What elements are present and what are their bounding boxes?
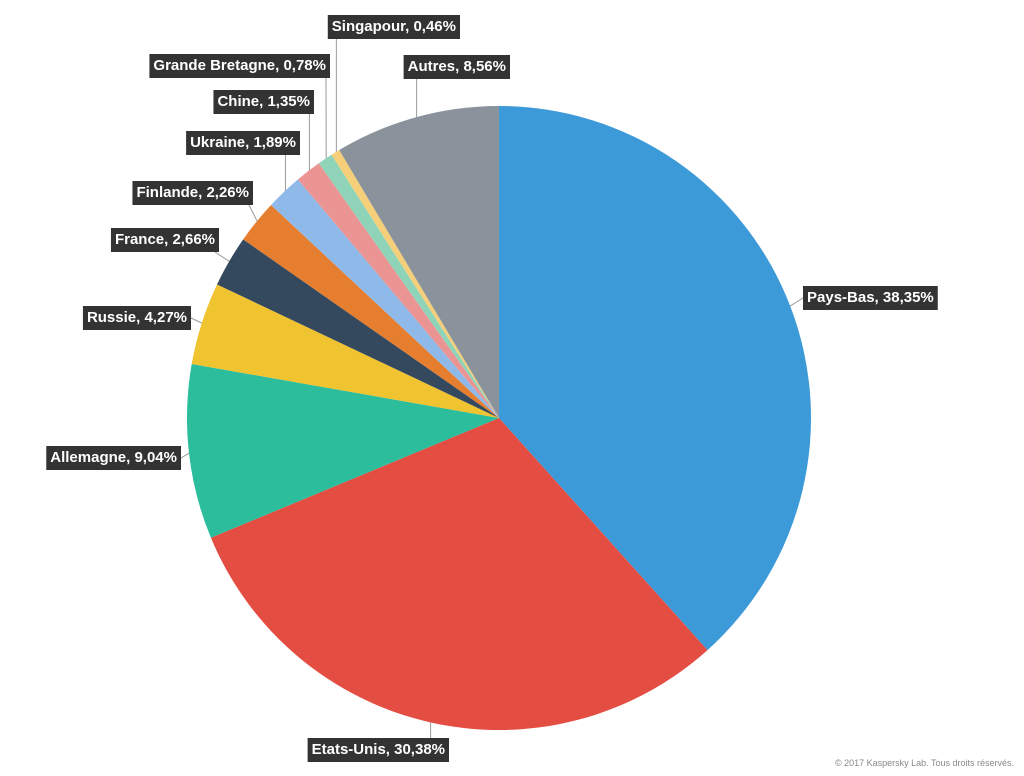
slice bbox=[339, 106, 499, 418]
data-label: Singapour, 0,46% bbox=[327, 15, 460, 39]
slices bbox=[187, 106, 811, 730]
data-label: Autres, 8,56% bbox=[403, 55, 510, 79]
data-label: Allemagne, 9,04% bbox=[46, 446, 181, 470]
data-label: Grande Bretagne, 0,78% bbox=[149, 54, 330, 78]
labels: Pays-Bas, 38,35% Etats-Unis, 30,38% Allema… bbox=[46, 15, 938, 762]
label-box bbox=[213, 90, 314, 114]
data-label: Pays-Bas, 38,35% bbox=[803, 286, 938, 310]
label-text: France, 2,66% bbox=[115, 231, 215, 248]
label-text: Pays-Bas, 38,35% bbox=[807, 289, 934, 306]
leader-line bbox=[248, 204, 259, 224]
label-text: Ukraine, 1,89% bbox=[190, 134, 296, 151]
slice bbox=[331, 150, 499, 418]
slice bbox=[217, 239, 499, 418]
label-text: Singapour, 0,46% bbox=[332, 18, 456, 35]
label-text: Finlande, 2,26% bbox=[136, 184, 249, 201]
label-box bbox=[803, 286, 938, 310]
data-label: Chine, 1,35% bbox=[213, 90, 314, 114]
label-box bbox=[186, 131, 300, 155]
label-text: Grande Bretagne, 0,78% bbox=[153, 57, 326, 74]
label-text: Allemagne, 9,04% bbox=[50, 449, 177, 466]
label-text: Autres, 8,56% bbox=[408, 58, 506, 75]
leader-lines bbox=[180, 39, 804, 738]
label-box bbox=[327, 15, 460, 39]
source-note: © 2017 Kaspersky Lab. Tous droits réserv… bbox=[835, 758, 1014, 768]
label-box bbox=[149, 54, 330, 78]
slice bbox=[191, 284, 499, 418]
label-box bbox=[46, 446, 181, 470]
label-box bbox=[403, 55, 510, 79]
label-box bbox=[110, 228, 219, 252]
slice bbox=[499, 106, 811, 651]
slice bbox=[318, 154, 499, 419]
leader-line bbox=[190, 317, 204, 325]
data-label: Russie, 4,27% bbox=[82, 306, 191, 330]
data-label: Ukraine, 1,89% bbox=[186, 131, 300, 155]
data-label: Finlande, 2,26% bbox=[132, 181, 253, 205]
label-text: Chine, 1,35% bbox=[217, 93, 310, 110]
slice bbox=[243, 204, 499, 418]
leader-line bbox=[788, 297, 804, 308]
slice bbox=[271, 179, 499, 418]
data-label: France, 2,66% bbox=[110, 228, 219, 252]
label-box bbox=[307, 738, 449, 762]
label-text: Russie, 4,27% bbox=[87, 309, 187, 326]
leader-line bbox=[214, 251, 232, 263]
label-text: Etats-Unis, 30,38% bbox=[312, 741, 445, 758]
label-box bbox=[82, 306, 191, 330]
slice bbox=[297, 163, 499, 418]
data-label: Etats-Unis, 30,38% bbox=[307, 738, 449, 762]
label-box bbox=[132, 181, 253, 205]
slice bbox=[187, 363, 499, 538]
slice bbox=[210, 418, 708, 730]
